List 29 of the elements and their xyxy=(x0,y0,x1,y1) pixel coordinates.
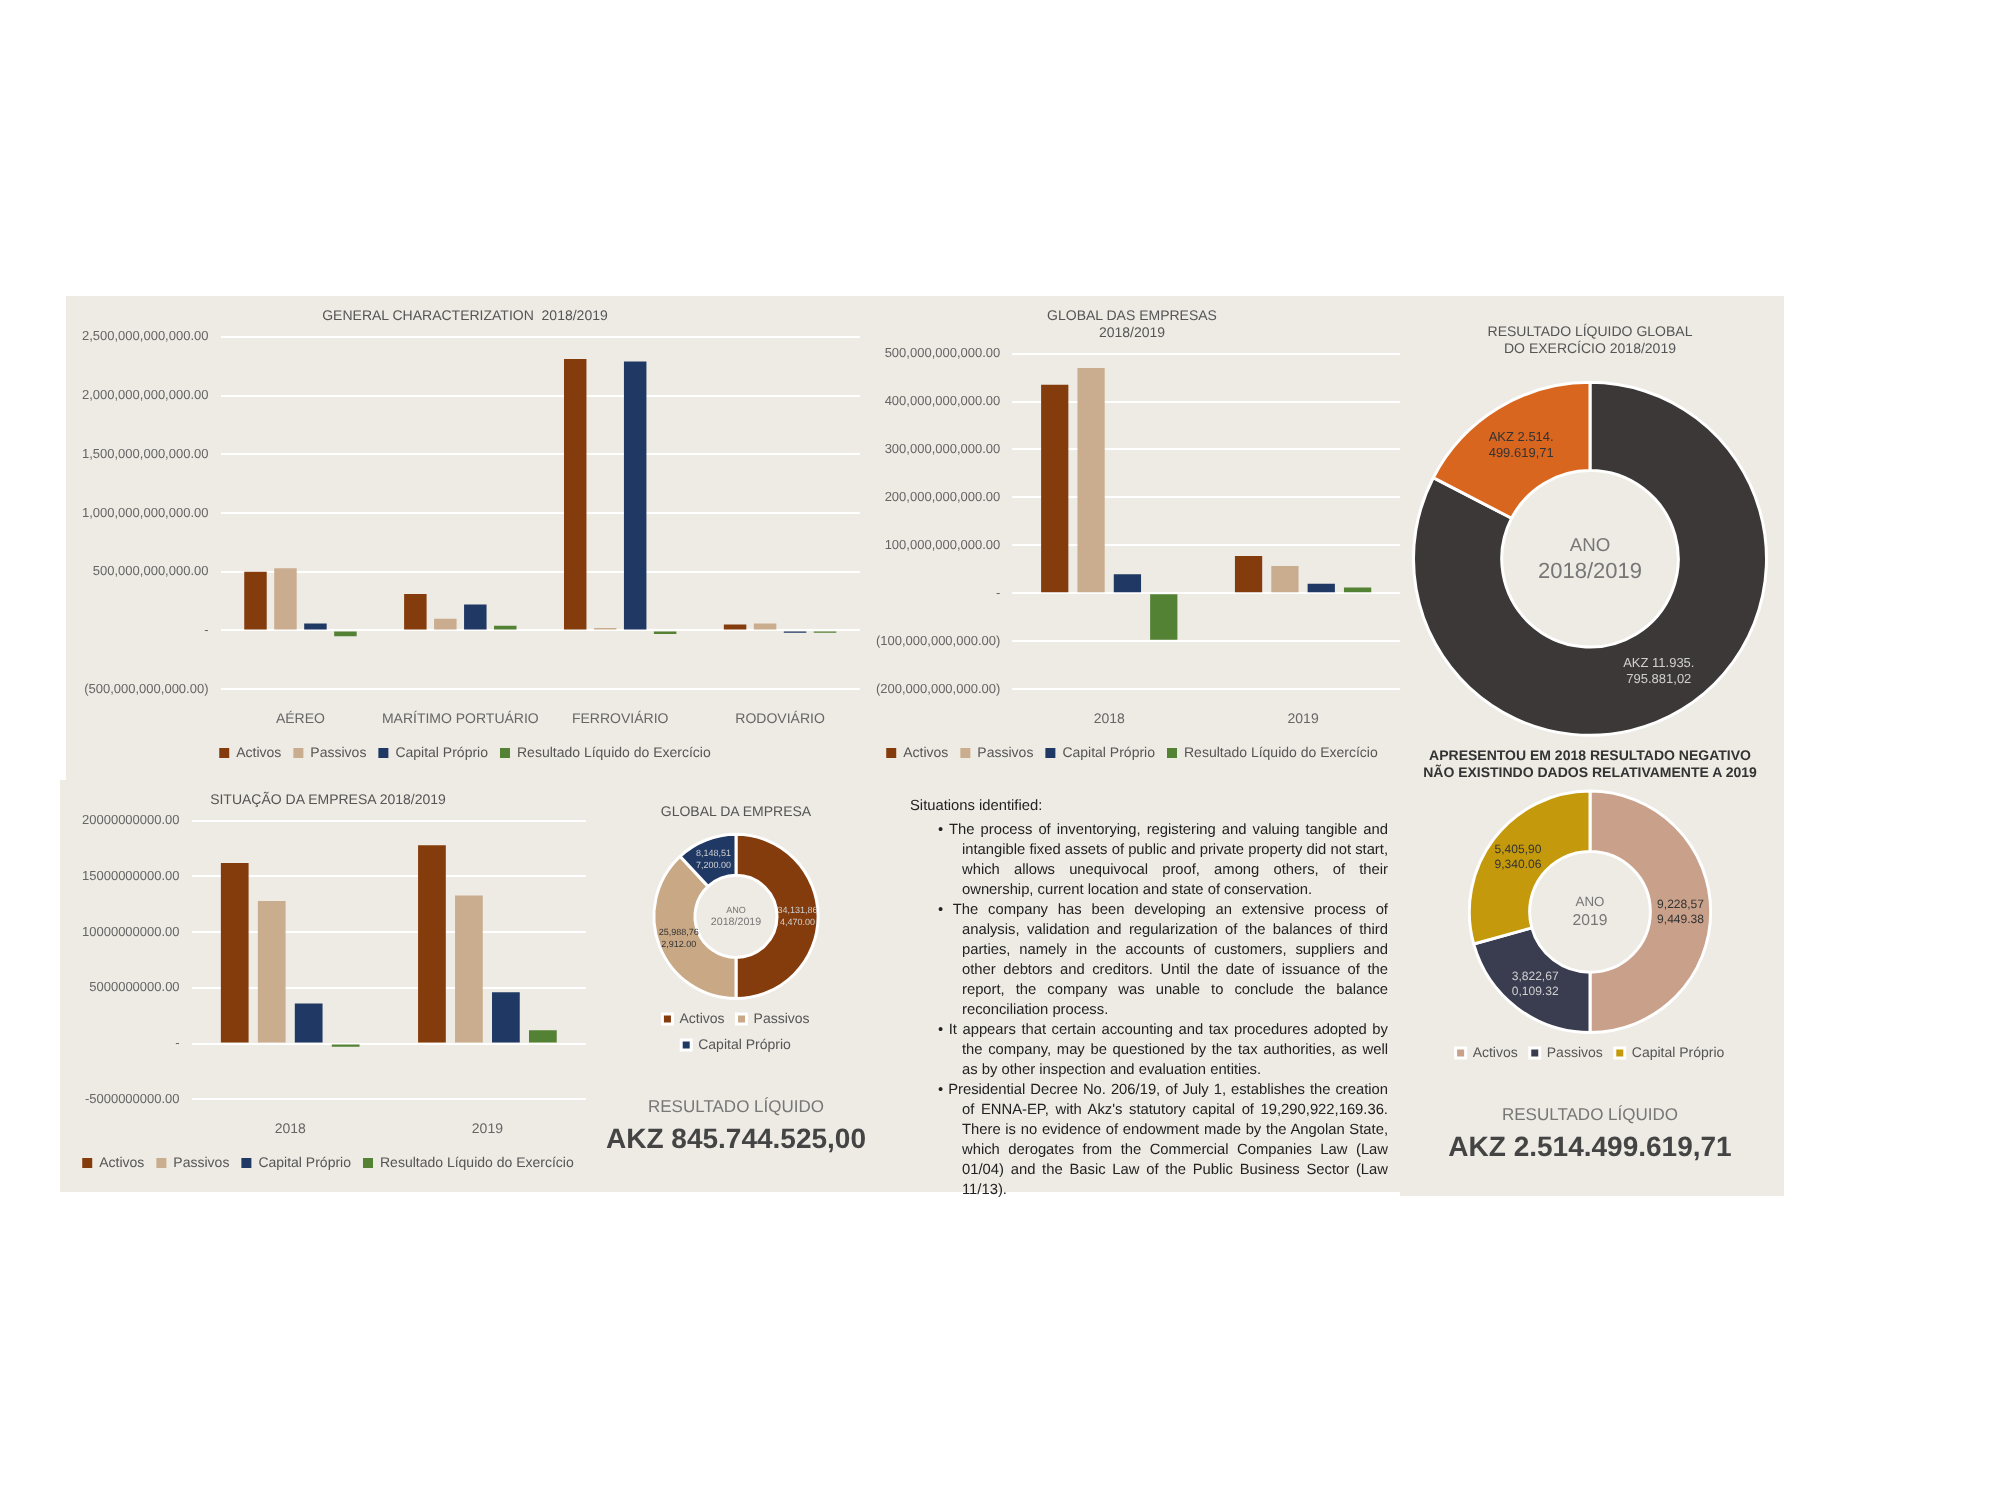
bar xyxy=(1041,384,1069,593)
text: AKZ 845.744.525,00 xyxy=(604,1122,868,1154)
text: ANO 2018/2019 xyxy=(1538,535,1642,584)
bar xyxy=(418,845,446,1043)
bar xyxy=(257,900,286,1043)
bar xyxy=(1271,565,1299,593)
bar xyxy=(1077,367,1105,593)
bar xyxy=(563,359,587,630)
bar xyxy=(404,594,427,630)
bar xyxy=(274,568,297,630)
bar xyxy=(1113,574,1142,593)
bar xyxy=(244,571,267,630)
bar xyxy=(464,604,487,630)
bar xyxy=(455,895,483,1043)
bar xyxy=(529,1030,557,1043)
bar xyxy=(334,631,357,637)
bar xyxy=(492,992,520,1043)
bar xyxy=(753,623,777,630)
bar xyxy=(1150,594,1178,640)
bar xyxy=(623,361,647,630)
bar xyxy=(434,618,457,630)
bar xyxy=(294,1003,323,1043)
text: RESULTADO LÍQUIDO xyxy=(645,1096,826,1116)
text: RESULTADO LÍQUIDO xyxy=(1499,1104,1680,1124)
bar xyxy=(304,623,327,630)
bar xyxy=(1234,555,1263,593)
bar xyxy=(1307,583,1335,593)
bar xyxy=(220,863,249,1043)
text: AKZ 2.514.499.619,71 xyxy=(1446,1130,1734,1162)
